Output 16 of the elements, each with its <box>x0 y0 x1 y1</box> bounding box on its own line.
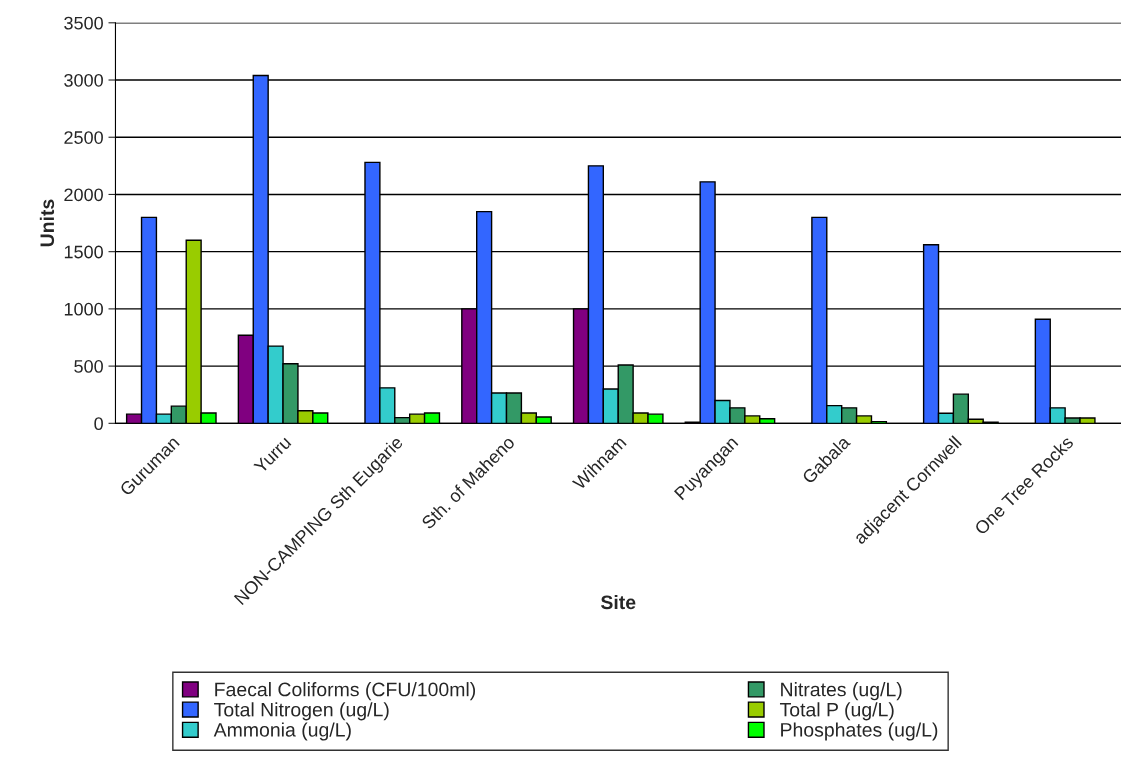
y-axis-title: Units <box>39 199 55 247</box>
x-axis-title: Site <box>600 594 636 610</box>
legend-label: Phosphates (ug/L) <box>781 722 938 741</box>
y-tick-label: 3000 <box>64 73 103 87</box>
y-tick-label: 2500 <box>64 131 103 144</box>
legend-label: Total Nitrogen (ug/L) <box>214 702 389 721</box>
y-tick-label: 1000 <box>64 302 103 316</box>
legend-label: Nitrates (ug/L) <box>781 682 902 701</box>
y-tick-label: 2000 <box>64 188 103 202</box>
legend-label: Faecal Coliforms (CFU/100ml) <box>215 682 476 701</box>
legend-label: Ammonia (ug/L) <box>213 722 351 741</box>
y-tick-label: 0 <box>94 417 103 431</box>
y-tick-label: 1500 <box>64 245 103 259</box>
legend-label: Total P (ug/L) <box>779 702 894 721</box>
y-tick-label: 500 <box>74 360 103 373</box>
y-tick-label: 3500 <box>64 16 103 30</box>
